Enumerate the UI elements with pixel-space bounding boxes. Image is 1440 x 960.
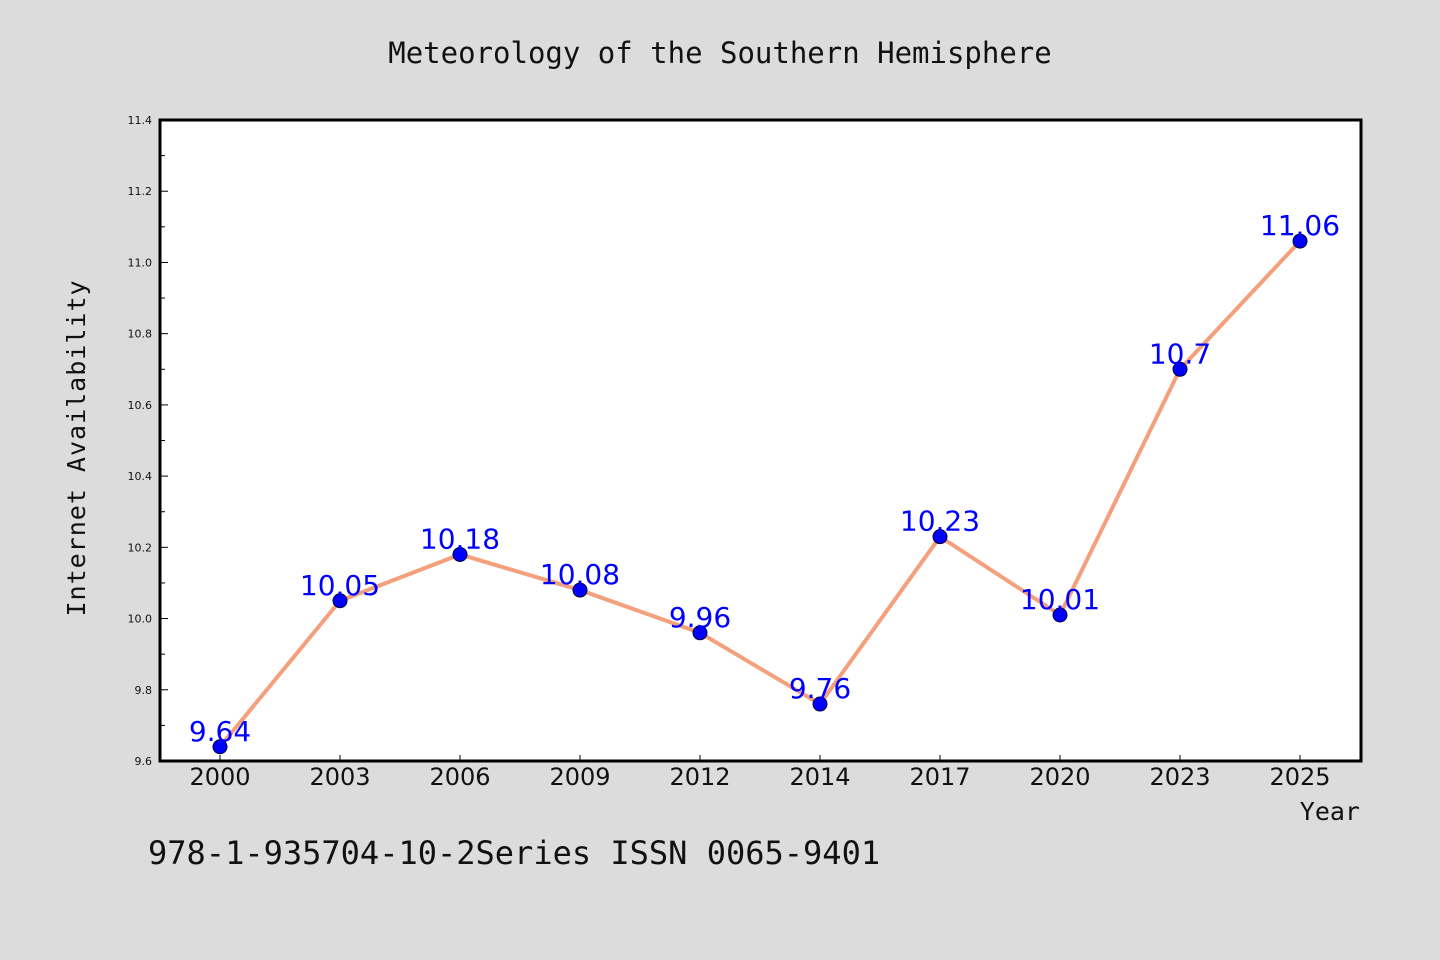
data-point	[692, 625, 708, 641]
y-tick-label: 10.4	[128, 470, 153, 483]
plot-area	[158, 118, 1363, 763]
data-label: 9.96	[669, 601, 731, 634]
y-tick-label: 9.8	[135, 684, 153, 697]
x-tick-label: 2017	[909, 763, 970, 791]
data-label: 9.76	[789, 672, 851, 705]
x-tick-label: 2020	[1029, 763, 1090, 791]
y-tick-label: 10.0	[128, 613, 153, 626]
x-tick-label: 2014	[789, 763, 850, 791]
data-label: 10.05	[300, 569, 380, 602]
data-label: 9.64	[189, 715, 251, 748]
x-tick-label: 2009	[549, 763, 610, 791]
y-tick-label: 10.2	[128, 541, 153, 554]
x-tick-label: 2025	[1269, 763, 1330, 791]
data-point	[1172, 361, 1188, 377]
x-tick-label: 2023	[1149, 763, 1210, 791]
x-tick-label: 2006	[429, 763, 490, 791]
y-tick-label: 11.4	[128, 114, 153, 127]
data-point	[212, 739, 228, 755]
data-point	[452, 546, 468, 562]
data-point	[1052, 607, 1068, 623]
data-label: 10.08	[540, 558, 620, 591]
x-axis-label: Year	[1300, 797, 1360, 826]
y-tick-label: 10.8	[128, 328, 153, 341]
data-label: 10.23	[900, 505, 980, 538]
y-tick-label: 10.6	[128, 399, 153, 412]
series-line	[218, 239, 1302, 749]
y-tick-label: 9.6	[135, 755, 153, 768]
chart-title: Meteorology of the Southern Hemisphere	[388, 36, 1051, 70]
data-point	[1292, 233, 1308, 249]
x-tick-label: 2003	[309, 763, 370, 791]
y-axis: 9.6 9.8 10.0 10.2 10.4 10.6 10.8 11.0 11.2 11.4	[128, 114, 168, 768]
x-axis: 2000 2003 2006 2009 2012 2014 2017 2020 2023 2025	[189, 755, 1331, 791]
series-group: 9.64 10.05 10.18 10.08 9.96 9.76 10.23 10.01 10.…	[189, 209, 1340, 755]
x-tick-label: 2012	[669, 763, 730, 791]
footnote: 978-1-935704-10-2Series ISSN 0065-9401	[148, 834, 880, 872]
data-label: 10.18	[420, 522, 500, 555]
y-tick-label: 11.2	[128, 185, 153, 198]
data-label: 10.7	[1149, 337, 1211, 370]
data-point	[932, 529, 948, 545]
x-tick-label: 2000	[189, 763, 250, 791]
data-point	[332, 593, 348, 609]
data-label: 10.01	[1020, 583, 1100, 616]
data-label: 11.06	[1260, 209, 1340, 242]
y-axis-label: Internet Availability	[62, 279, 91, 616]
data-point	[812, 696, 828, 712]
data-point	[572, 582, 588, 598]
y-tick-label: 11.0	[128, 256, 153, 269]
